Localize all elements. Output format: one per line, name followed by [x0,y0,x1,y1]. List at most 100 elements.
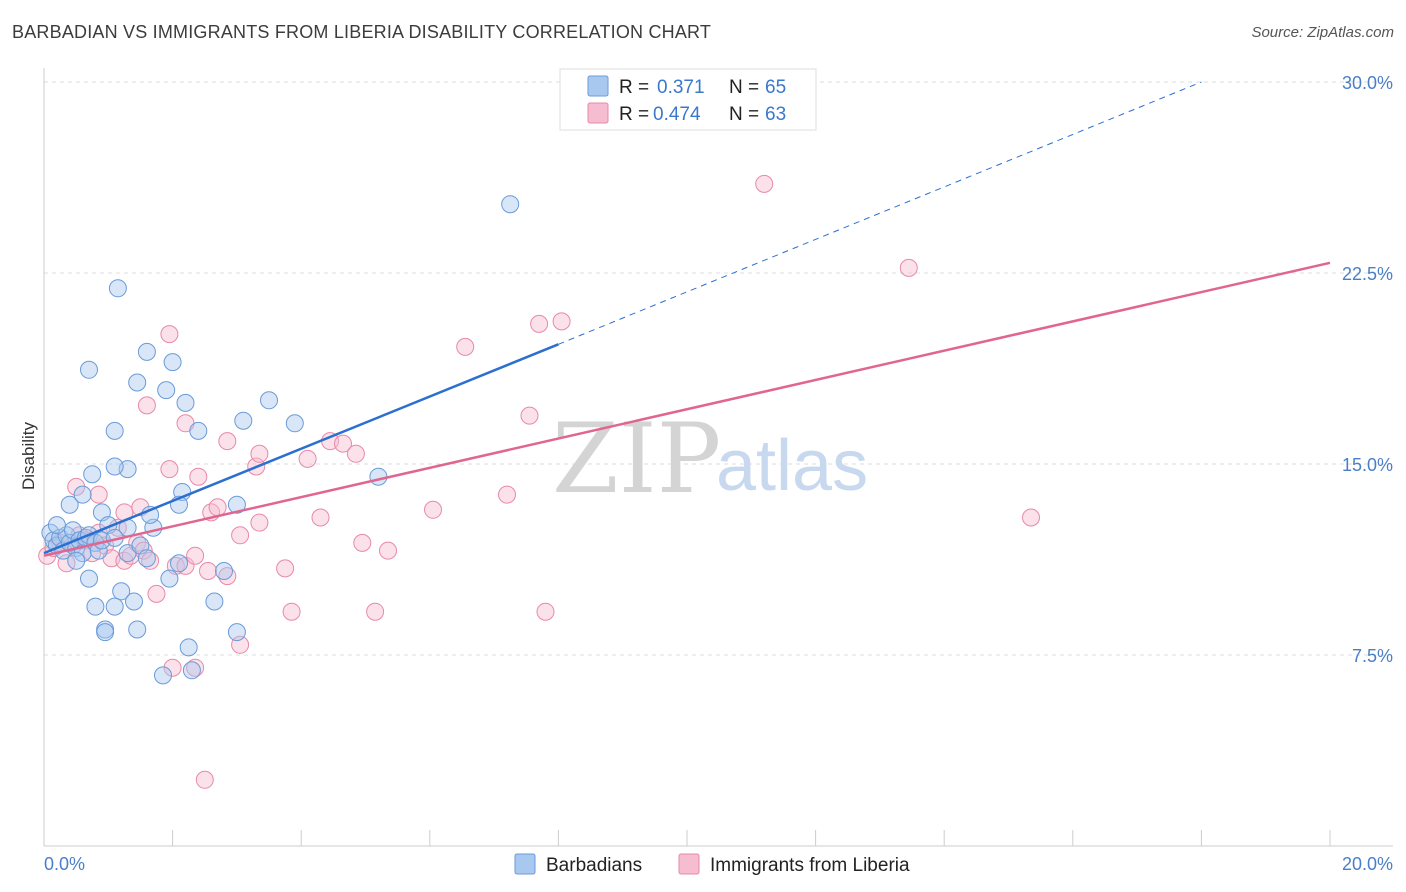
legend-r-value-1: 0.371 [657,77,705,98]
barbadians-point-60 [176,393,195,412]
legend-n-value-2: 63 [765,104,786,125]
legend-n-label-2: N = [729,104,759,125]
y-tick-label-0: 7.5% [1352,646,1393,666]
liberia-point-21 [199,562,217,580]
bottom-legend-swatch-barbadians [514,853,536,875]
legend-n-label-1: N = [729,77,759,98]
barbadians-point-56 [128,373,147,392]
watermark-atlas: atlas [716,426,868,506]
barbadians-point-54 [105,457,124,476]
barbadians-point-35 [86,597,105,616]
barbadians-point-58 [157,381,176,400]
barbadians-point-61 [80,360,98,379]
liberia-point-36 [456,337,475,356]
barbadians-point-16 [47,516,66,535]
trend-line-barbadians [43,343,559,555]
liberia-point-22 [218,567,237,586]
chart-source: Source: ZipAtlas.com [1251,24,1394,41]
legend-swatch-liberia [587,102,609,124]
barbadians-point-17 [60,495,79,514]
bottom-legend: Barbadians Immigrants from Liberia [514,853,910,876]
barbadians-point-52 [285,414,304,433]
bottom-legend-label-liberia: Immigrants from Liberia [710,855,910,876]
liberia-point-60 [186,658,205,677]
liberia-point-31 [346,444,365,463]
barbadians-point-55 [105,421,124,440]
barbadians-point-30 [67,551,86,570]
liberia-point-42 [755,174,774,193]
liberia-point-46 [89,485,108,504]
barbadians-point-32 [105,597,124,616]
barbadians-point-27 [137,549,156,568]
barbadians-point-33 [125,592,143,611]
liberia-point-20 [186,546,205,565]
liberia-point-39 [530,314,549,333]
liberia-point-23 [231,526,250,545]
trend-line-liberia [43,261,1331,557]
liberia-point-25 [276,559,295,578]
liberia-point-44 [1022,508,1040,527]
barbadians-point-48 [215,562,233,580]
liberia-point-30 [334,434,352,453]
barbadians-point-51 [260,391,278,410]
barbadians-point-49 [227,495,246,514]
barbadians-point-43 [170,554,188,573]
series-barbadians-points [41,195,520,685]
barbadians-point-47 [189,421,208,440]
barbadians-point-38 [154,666,172,685]
liberia-point-35 [424,500,442,519]
barbadians-point-42 [205,592,224,611]
barbadians-point-59 [163,353,182,372]
barbadians-point-34 [128,620,147,639]
liberia-point-58 [250,444,269,463]
x-tick-label-max: 20.0% [1342,854,1393,874]
liberia-point-55 [208,498,227,517]
liberia-point-28 [311,508,330,527]
liberia-point-45 [67,477,86,496]
barbadians-point-63 [501,195,520,214]
liberia-point-50 [160,460,179,479]
liberia-point-34 [379,541,397,560]
legend-swatch-barbadians [587,75,609,97]
series-liberia-points [38,174,1040,789]
liberia-point-17 [147,584,166,603]
barbadians-point-57 [137,342,156,361]
bottom-legend-label-barbadians: Barbadians [546,855,642,876]
barbadians-point-37 [96,623,115,642]
liberia-point-33 [366,602,385,621]
barbadians-point-62 [108,279,127,298]
liberia-point-27 [298,449,317,468]
liberia-point-53 [189,467,208,486]
legend-r-value-2: 0.474 [653,104,701,125]
liberia-point-24 [250,513,269,532]
liberia-point-51 [160,325,179,344]
y-tick-label-2: 22.5% [1342,264,1393,284]
barbadians-point-31 [80,569,98,588]
barbadians-point-40 [179,638,198,657]
legend-r-label-1: R = [619,77,649,98]
liberia-point-37 [498,485,516,504]
y-tick-label-1: 15.0% [1342,455,1393,475]
legend-n-value-1: 65 [765,77,786,98]
trend-line-barbadians-extension [558,81,1202,345]
liberia-point-40 [536,602,555,621]
liberia-point-59 [163,658,182,677]
barbadians-point-64 [369,467,388,486]
y-axis-title: Disability [19,421,38,490]
x-tick-label-min: 0.0% [44,854,85,874]
trend-lines [43,81,1331,557]
grid [44,81,1393,656]
y-tick-labels: 7.5% 15.0% 22.5% 30.0% [1342,73,1393,666]
liberia-point-62 [195,770,214,789]
barbadians-point-50 [234,411,253,430]
barbadians-point-24 [112,582,131,601]
liberia-point-16 [141,551,160,570]
barbadians-point-44 [160,569,179,588]
liberia-point-41 [552,312,571,331]
barbadians-point-41 [227,623,246,642]
legend-box: R = 0.371 N = 65 R = 0.474 N = 63 [559,68,817,131]
liberia-point-43 [899,258,918,277]
barbadians-point-18 [73,485,92,504]
chart-title: BARBADIAN VS IMMIGRANTS FROM LIBERIA DIS… [12,22,712,42]
